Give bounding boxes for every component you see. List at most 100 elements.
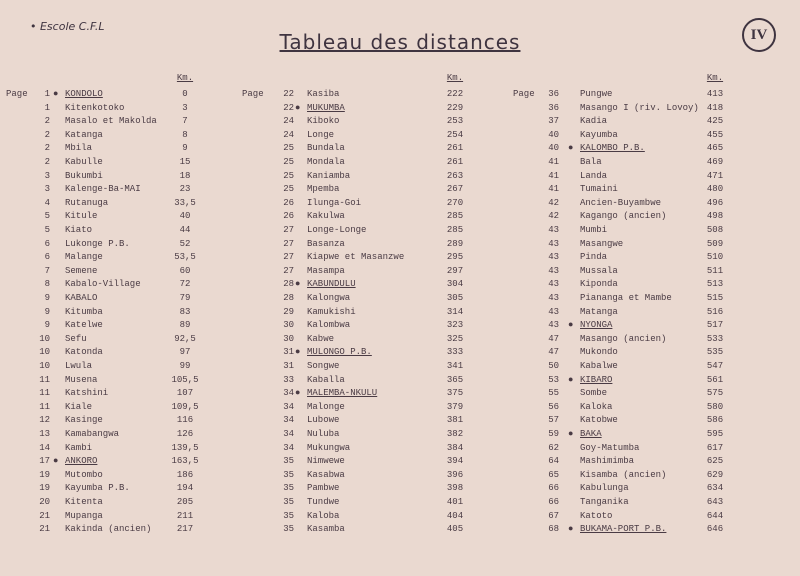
station-name: Goy-Matumba <box>580 442 640 453</box>
station-name: Mussala <box>580 265 618 276</box>
distance-km: 533 <box>706 333 724 344</box>
station-name: Kiato <box>65 225 93 235</box>
station-name: Ancien-Buyambwe <box>580 197 662 208</box>
page-number: 17 <box>39 456 50 467</box>
distance-km: 263 <box>446 170 464 181</box>
page-number: 36 <box>548 102 559 113</box>
distance-km: 515 <box>706 293 724 303</box>
station-name: Lukonge P.B. <box>65 238 130 249</box>
distance-km: 107 <box>176 388 194 399</box>
page-number: 35 <box>283 497 294 507</box>
station-name: Kasabwa <box>307 469 345 480</box>
distance-km: 44 <box>179 225 191 235</box>
station-name: Pinda <box>580 252 608 263</box>
distance-km: 405 <box>446 524 464 535</box>
station-name: Kaniamba <box>307 170 351 181</box>
page-number: 2 <box>44 116 50 127</box>
distance-km: 496 <box>706 197 724 208</box>
distance-km: 513 <box>706 279 724 290</box>
distance-km: 109,5 <box>171 401 199 412</box>
distance-km: 465 <box>706 143 724 154</box>
distance-km: 365 <box>446 374 464 385</box>
page-number: 56 <box>548 401 559 412</box>
page-label: Page <box>6 89 28 99</box>
distance-km: 261 <box>446 143 464 154</box>
page-number: 30 <box>283 320 294 331</box>
page-number: 10 <box>39 347 50 358</box>
main-station-dot: ● <box>568 374 574 385</box>
distance-km: 92,5 <box>174 333 196 344</box>
distance-km: 384 <box>446 442 464 453</box>
station-name: Tundwe <box>307 497 340 507</box>
distance-km: 79 <box>179 293 191 303</box>
main-station-dot: ● <box>568 320 574 331</box>
station-name: Kalongwa <box>307 293 351 303</box>
distance-km: 285 <box>446 211 464 222</box>
station-name: Kisamba (ancien) <box>580 469 667 480</box>
page-number: 35 <box>283 483 294 494</box>
main-station-dot: ● <box>295 347 301 358</box>
page-number: 21 <box>39 510 50 521</box>
page-number: 19 <box>39 483 50 494</box>
distance-km: 9 <box>182 143 188 154</box>
page-number: 14 <box>39 442 50 453</box>
page-number: 57 <box>548 415 559 426</box>
distance-km: 72 <box>179 279 191 290</box>
distance-km: 53,5 <box>174 252 196 263</box>
station-name: Kasinge <box>65 415 103 426</box>
page-number: 26 <box>283 197 294 208</box>
station-name: Kitumba <box>65 306 103 317</box>
station-name: Tanganika <box>580 497 629 507</box>
distance-km: 341 <box>446 361 464 371</box>
page-number: 33 <box>283 374 294 385</box>
station-name: Ilunga-Goi <box>307 197 362 208</box>
station-name: Mondala <box>307 157 345 167</box>
distance-km: 535 <box>706 347 724 358</box>
station-name: Kitenkotoko <box>65 102 125 113</box>
page-number: 19 <box>39 469 50 480</box>
distance-km: 52 <box>179 238 191 249</box>
main-station-dot: ● <box>295 102 301 113</box>
page-number: 35 <box>283 510 294 521</box>
distance-km: 8 <box>182 129 188 140</box>
station-name: KALOMBO P.B. <box>580 143 645 154</box>
page-number: 4 <box>44 197 50 208</box>
station-name: Kambi <box>65 442 93 453</box>
station-name: KABUNDULU <box>307 279 356 290</box>
station-name: Kayumba <box>580 129 618 140</box>
station-name: Kagango (ancien) <box>580 211 667 222</box>
distance-km: 116 <box>176 415 194 426</box>
distance-km: 3 <box>182 102 188 113</box>
station-name: Katshini <box>65 388 109 399</box>
page-number: 62 <box>548 442 559 453</box>
station-name: Mashimimba <box>580 456 635 467</box>
distance-km: 516 <box>706 306 724 317</box>
station-name: Kiboko <box>307 116 340 127</box>
page-number: 20 <box>39 497 50 507</box>
distance-km: 205 <box>176 497 194 507</box>
distance-km: 285 <box>446 225 464 235</box>
distance-km: 498 <box>706 211 724 222</box>
distance-km: 418 <box>706 102 724 113</box>
distance-km: 217 <box>176 524 194 535</box>
station-name: Bundala <box>307 143 345 154</box>
distance-km: 646 <box>706 524 724 535</box>
distance-km: 595 <box>706 429 724 439</box>
page-number: 34 <box>283 442 294 453</box>
station-name: Lubowe <box>307 415 340 426</box>
distance-km: 508 <box>706 225 724 235</box>
main-station-dot: ● <box>295 388 301 399</box>
station-name: Sefu <box>65 333 87 344</box>
station-name: Nimwewe <box>307 456 345 467</box>
km-header: Km. <box>176 73 194 83</box>
station-name: Mumbi <box>580 225 608 235</box>
station-name: Kitenta <box>65 497 103 507</box>
page-number: 40 <box>548 129 559 140</box>
station-name: Masalo et Makolda <box>65 116 157 127</box>
distance-km: 394 <box>446 456 464 467</box>
station-name: Basanza <box>307 238 345 249</box>
station-name: Lwula <box>65 361 93 371</box>
station-name: Longe <box>307 129 335 140</box>
distance-km: 297 <box>446 265 464 276</box>
